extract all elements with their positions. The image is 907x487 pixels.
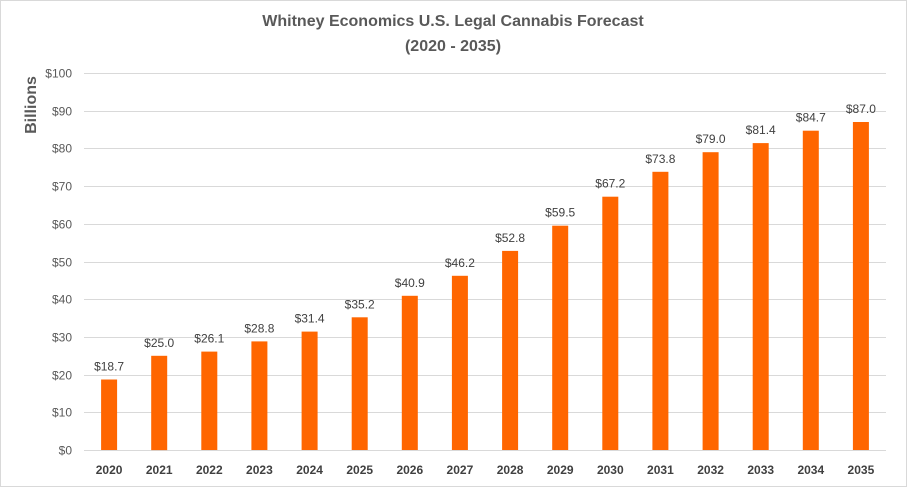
bar-2035 [852, 122, 869, 450]
bar-2022 [201, 351, 218, 450]
x-tick-label-2021: 2021 [146, 463, 173, 477]
bar-2023 [251, 341, 268, 450]
data-label-2024: $31.4 [295, 312, 325, 326]
y-tick-label: $40 [52, 293, 72, 307]
data-label-2030: $67.2 [595, 177, 625, 191]
x-tick-label-2032: 2032 [697, 463, 724, 477]
x-tick-label-2034: 2034 [797, 463, 824, 477]
y-tick-label: $70 [52, 180, 72, 194]
x-tick-label-2031: 2031 [647, 463, 674, 477]
bar-2029 [552, 225, 569, 450]
bar-2020 [101, 379, 118, 450]
data-labels: $18.7 $25.0 $26.1 $28.8 $31.4 $35.2 $40.9 $46.2… [94, 102, 876, 374]
y-axis-label: Billions [23, 76, 40, 134]
data-label-2025: $35.2 [345, 297, 375, 311]
bar-2034 [802, 130, 819, 450]
x-tick-label-2024: 2024 [296, 463, 323, 477]
x-tick-label-2033: 2033 [747, 463, 774, 477]
gridlines [84, 73, 886, 451]
x-tick-label-2027: 2027 [447, 463, 474, 477]
data-label-2027: $46.2 [445, 256, 475, 270]
data-label-2033: $81.4 [746, 123, 776, 137]
bar-2032 [702, 152, 719, 450]
chart-subtitle: (2020 - 2035) [405, 38, 501, 55]
bar-2027 [451, 275, 468, 450]
y-tick-label: $80 [52, 142, 72, 156]
data-label-2021: $25.0 [144, 336, 174, 350]
bars [101, 122, 869, 451]
bar-2033 [752, 143, 769, 450]
y-tick-labels: $0 $10 $20 $30 $40 $50 $60 $70 $80 $90 $100 [45, 67, 72, 458]
y-tick-label: $50 [52, 256, 72, 270]
y-tick-label: $20 [52, 369, 72, 383]
chart-title: Whitney Economics U.S. Legal Cannabis Fo… [262, 13, 644, 30]
y-tick-label: $60 [52, 218, 72, 232]
x-tick-label-2029: 2029 [547, 463, 574, 477]
data-label-2031: $73.8 [645, 152, 675, 166]
bar-2024 [301, 331, 318, 450]
x-tick-label-2020: 2020 [96, 463, 123, 477]
y-tick-label: $30 [52, 331, 72, 345]
data-label-2020: $18.7 [94, 360, 124, 374]
data-label-2026: $40.9 [395, 276, 425, 290]
x-tick-label-2030: 2030 [597, 463, 624, 477]
data-label-2029: $59.5 [545, 206, 575, 220]
x-tick-label-2023: 2023 [246, 463, 273, 477]
y-tick-label: $10 [52, 406, 72, 420]
x-tick-labels: 2020 2021 2022 2023 2024 2025 2026 2027 2028 2029… [96, 463, 875, 477]
bar-2021 [151, 355, 168, 451]
data-label-2034: $84.7 [796, 111, 826, 125]
data-label-2032: $79.0 [696, 132, 726, 146]
bar-2030 [602, 196, 619, 450]
x-tick-label-2028: 2028 [497, 463, 524, 477]
bar-2028 [502, 250, 519, 450]
data-label-2022: $26.1 [194, 332, 224, 346]
x-tick-label-2026: 2026 [396, 463, 423, 477]
data-label-2023: $28.8 [244, 321, 274, 335]
x-tick-label-2025: 2025 [346, 463, 373, 477]
bar-2026 [401, 295, 418, 450]
data-label-2035: $87.0 [846, 102, 876, 116]
x-tick-label-2022: 2022 [196, 463, 223, 477]
bar-2025 [351, 317, 368, 450]
y-tick-label: $0 [59, 444, 73, 458]
bar-2031 [652, 171, 669, 451]
y-tick-label: $90 [52, 105, 72, 119]
x-tick-label-2035: 2035 [848, 463, 875, 477]
data-label-2028: $52.8 [495, 231, 525, 245]
y-tick-label: $100 [45, 67, 72, 81]
